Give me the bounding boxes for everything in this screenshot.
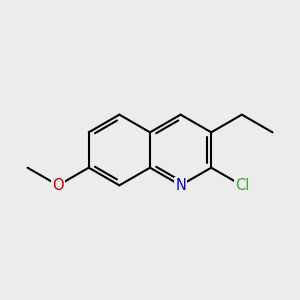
Text: N: N xyxy=(175,178,186,193)
Text: O: O xyxy=(52,178,64,193)
Text: Cl: Cl xyxy=(235,178,249,193)
